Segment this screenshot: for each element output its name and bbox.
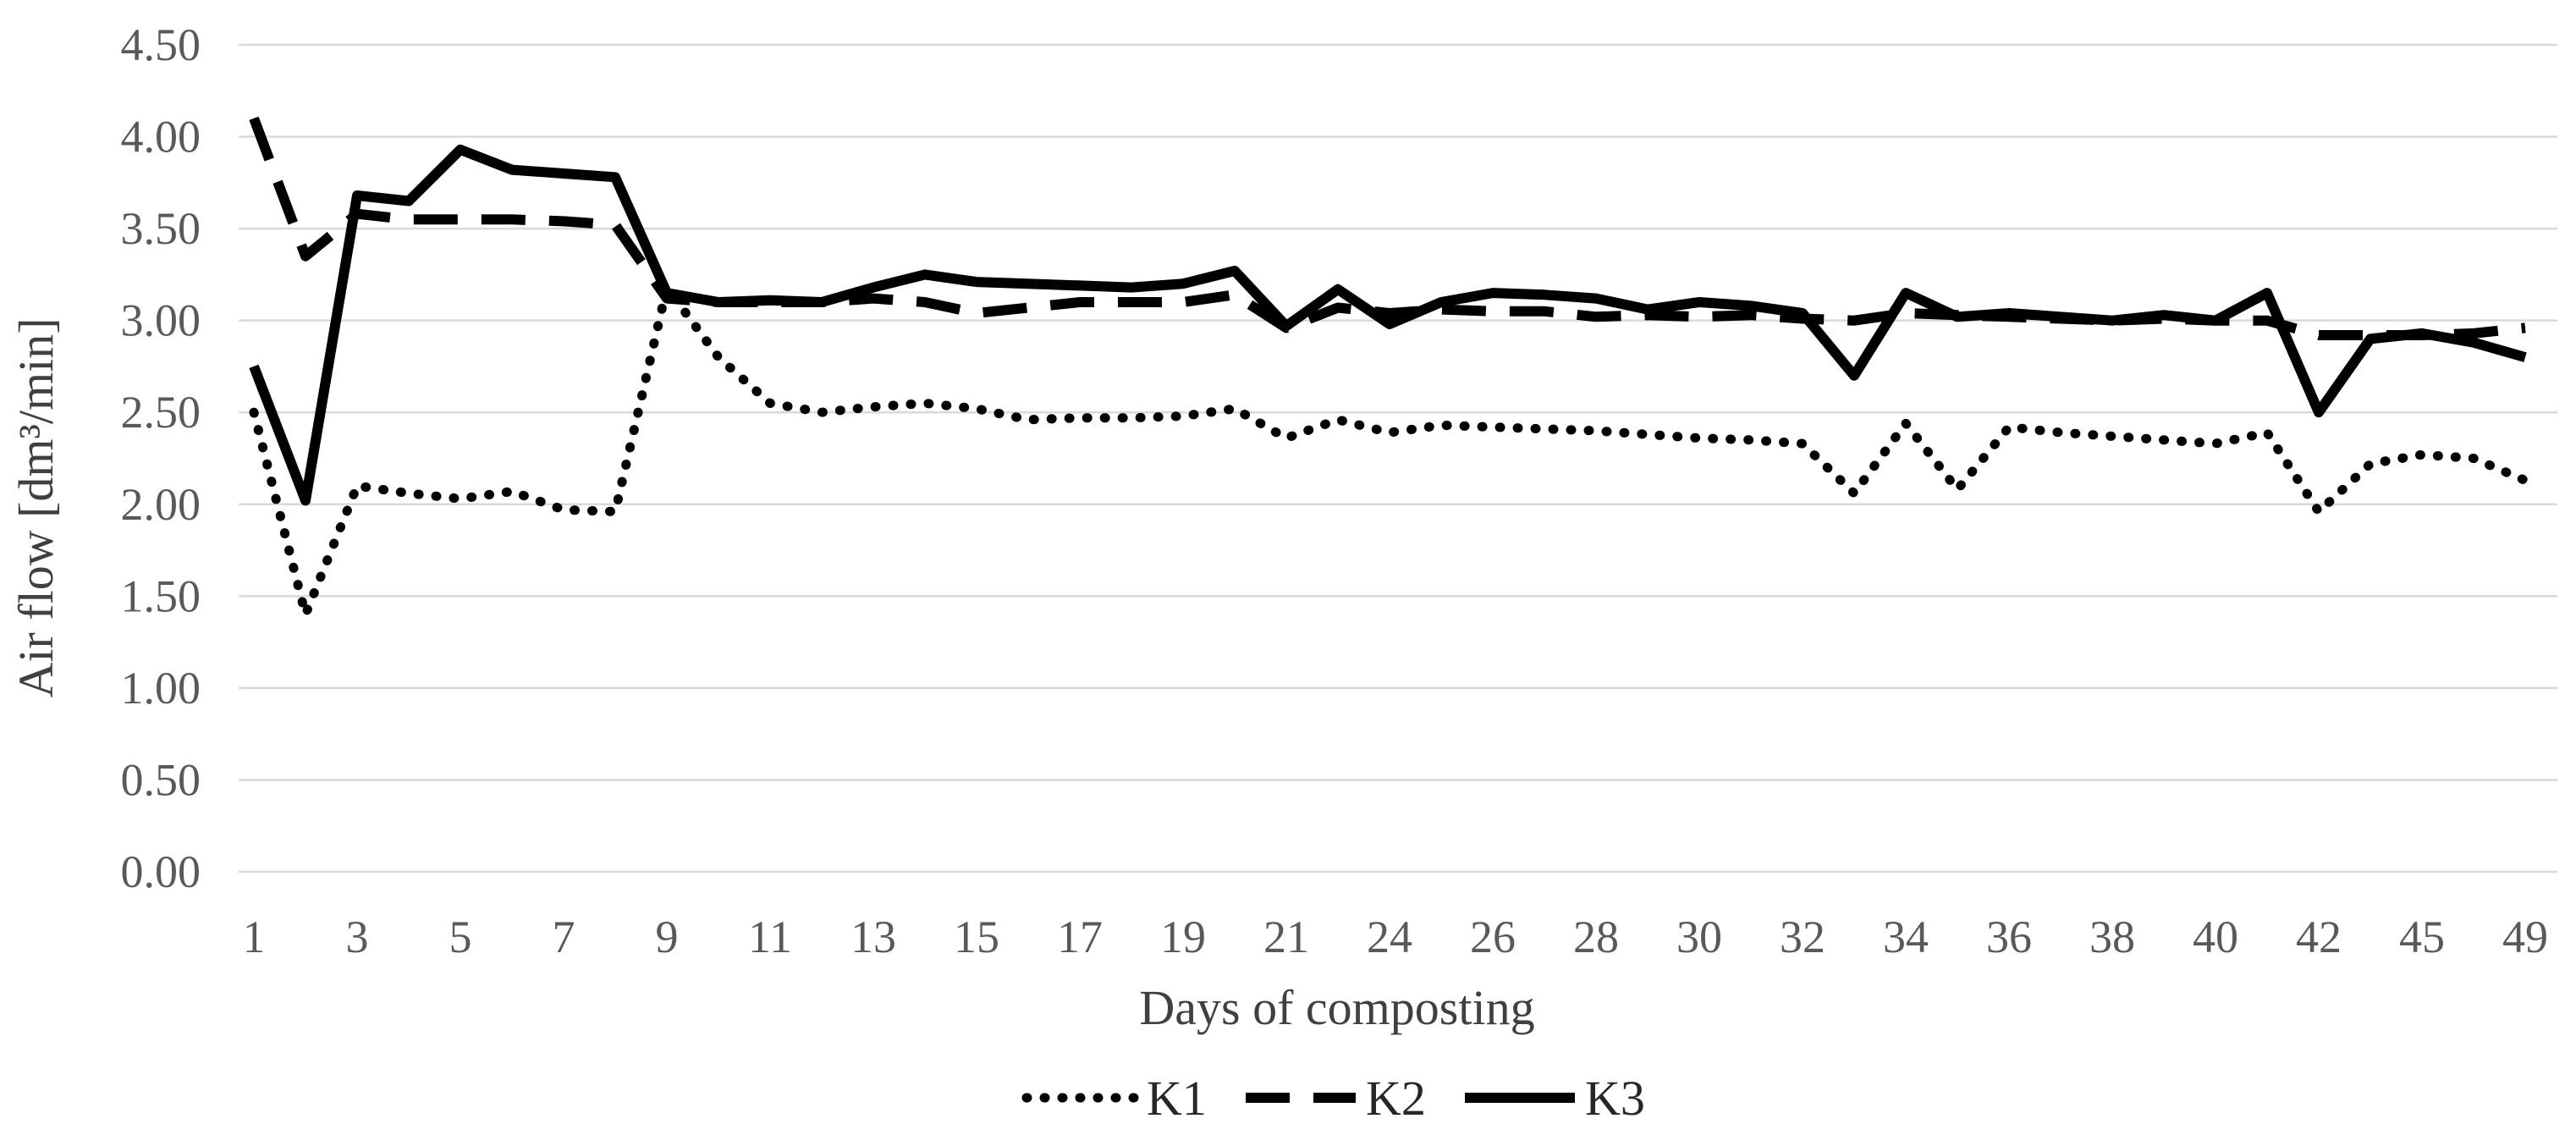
y-axis-title: Air flow [dm³/min] bbox=[8, 317, 63, 697]
legend: K1 K2 K3 bbox=[1021, 1071, 1645, 1126]
legend-item-k3: K3 bbox=[1465, 1071, 1645, 1126]
y-tick-label-4.00: 4.00 bbox=[121, 112, 201, 163]
x-tick-label-1: 1 bbox=[243, 912, 266, 962]
legend-k2-label: K2 bbox=[1366, 1071, 1426, 1126]
x-tick-label-42: 42 bbox=[2296, 912, 2342, 962]
y-tick-label-3.50: 3.50 bbox=[121, 203, 201, 254]
y-tick-label-1.00: 1.00 bbox=[121, 663, 201, 714]
y-tick-label-4.50: 4.50 bbox=[121, 19, 201, 70]
y-tick-label-3.00: 3.00 bbox=[121, 295, 201, 346]
series-lines-group bbox=[249, 116, 2530, 620]
x-tick-label-13: 13 bbox=[850, 912, 896, 962]
legend-item-k1: K1 bbox=[1021, 1071, 1207, 1126]
x-tick-label-5: 5 bbox=[449, 912, 472, 962]
x-tick-label-36: 36 bbox=[1986, 912, 2032, 962]
y-tick-label-0.00: 0.00 bbox=[121, 846, 201, 897]
x-tick-label-49: 49 bbox=[2502, 912, 2548, 962]
x-tick-label-3: 3 bbox=[346, 912, 369, 962]
x-tick-label-21: 21 bbox=[1263, 912, 1309, 962]
x-axis-tick-labels: 1 3 5 7 9 11 13 15 17 19 21 24 26 28 30 32 34 36 38 40 42 45 4… bbox=[243, 912, 2549, 962]
series-line-K1 bbox=[249, 283, 2530, 620]
x-tick-label-19: 19 bbox=[1160, 912, 1206, 962]
y-tick-label-2.00: 2.00 bbox=[121, 479, 201, 530]
x-tick-label-45: 45 bbox=[2399, 912, 2445, 962]
x-tick-label-17: 17 bbox=[1057, 912, 1103, 962]
x-tick-label-38: 38 bbox=[2089, 912, 2135, 962]
x-tick-label-24: 24 bbox=[1367, 912, 1412, 962]
x-tick-label-15: 15 bbox=[954, 912, 999, 962]
x-tick-label-28: 28 bbox=[1573, 912, 1619, 962]
gridlines-group bbox=[239, 43, 2557, 873]
y-tick-label-2.50: 2.50 bbox=[121, 387, 201, 438]
x-tick-label-32: 32 bbox=[1780, 912, 1825, 962]
x-tick-label-34: 34 bbox=[1883, 912, 1929, 962]
y-tick-label-1.50: 1.50 bbox=[121, 570, 201, 621]
x-tick-label-7: 7 bbox=[553, 912, 575, 962]
x-tick-label-26: 26 bbox=[1470, 912, 1516, 962]
x-tick-label-9: 9 bbox=[656, 912, 679, 962]
y-axis-tick-labels: 0.00 0.50 1.00 1.50 2.00 2.50 3.00 3.50 4.00 4.50 bbox=[121, 19, 201, 897]
x-tick-label-30: 30 bbox=[1676, 912, 1722, 962]
series-line-K3 bbox=[249, 144, 2527, 506]
x-tick-label-40: 40 bbox=[2193, 912, 2238, 962]
x-tick-label-11: 11 bbox=[748, 912, 792, 962]
series-line-K2 bbox=[249, 116, 2526, 340]
y-tick-label-0.50: 0.50 bbox=[121, 754, 201, 805]
x-axis-title: Days of composting bbox=[1139, 980, 1534, 1035]
legend-k1-label: K1 bbox=[1147, 1071, 1207, 1126]
legend-item-k2: K2 bbox=[1246, 1071, 1426, 1126]
legend-k3-label: K3 bbox=[1585, 1071, 1645, 1126]
